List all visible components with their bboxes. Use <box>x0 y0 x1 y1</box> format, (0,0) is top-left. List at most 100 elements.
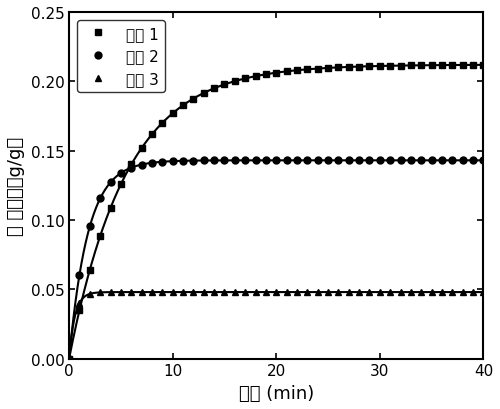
实例 2 <box>242 159 248 164</box>
实例 3 <box>314 290 320 295</box>
实例 2 <box>263 159 269 164</box>
实例 1 <box>314 67 320 72</box>
实例 2 <box>428 158 434 163</box>
实例 1 <box>460 63 466 68</box>
实例 1 <box>190 97 196 102</box>
实例 2 <box>232 159 238 164</box>
实例 1 <box>211 87 217 92</box>
实例 2 <box>170 159 175 164</box>
实例 1 <box>304 68 310 73</box>
实例 1 <box>428 63 434 68</box>
实例 2 <box>336 158 342 163</box>
实例 1 <box>180 103 186 108</box>
Legend: 实例 1, 实例 2, 实例 3: 实例 1, 实例 2, 实例 3 <box>77 20 164 93</box>
实例 3 <box>190 290 196 295</box>
实例 1 <box>408 64 414 69</box>
实例 3 <box>66 356 72 361</box>
实例 2 <box>294 158 300 163</box>
实例 2 <box>470 158 476 163</box>
实例 3 <box>284 290 290 295</box>
实例 1 <box>222 83 228 88</box>
实例 1 <box>97 234 103 239</box>
实例 2 <box>160 160 166 165</box>
实例 2 <box>480 158 486 163</box>
实例 3 <box>304 290 310 295</box>
实例 2 <box>211 159 217 164</box>
实例 3 <box>346 290 352 295</box>
实例 3 <box>470 290 476 295</box>
Line: 实例 2: 实例 2 <box>66 157 487 362</box>
Y-axis label: 水 吸附量（g/g）: 水 吸附量（g/g） <box>7 136 25 235</box>
实例 1 <box>160 121 166 126</box>
实例 3 <box>294 290 300 295</box>
实例 3 <box>263 290 269 295</box>
实例 1 <box>201 91 207 96</box>
实例 1 <box>76 308 82 313</box>
实例 2 <box>97 196 103 201</box>
实例 3 <box>408 290 414 295</box>
实例 3 <box>97 290 103 295</box>
实例 2 <box>346 158 352 163</box>
实例 3 <box>336 290 342 295</box>
实例 3 <box>450 290 456 295</box>
实例 1 <box>274 71 280 76</box>
实例 1 <box>439 63 445 68</box>
实例 1 <box>170 112 175 117</box>
实例 3 <box>398 290 404 295</box>
实例 1 <box>418 64 424 69</box>
实例 2 <box>325 158 331 163</box>
实例 2 <box>87 224 93 229</box>
实例 2 <box>387 158 393 163</box>
实例 2 <box>108 180 114 185</box>
实例 2 <box>138 163 144 168</box>
实例 1 <box>398 64 404 69</box>
实例 3 <box>76 301 82 306</box>
实例 2 <box>450 158 456 163</box>
实例 3 <box>222 290 228 295</box>
实例 1 <box>325 66 331 71</box>
实例 2 <box>118 171 124 176</box>
实例 3 <box>201 290 207 295</box>
实例 3 <box>418 290 424 295</box>
实例 1 <box>284 70 290 74</box>
实例 2 <box>366 158 372 163</box>
实例 3 <box>128 290 134 295</box>
实例 1 <box>336 66 342 71</box>
实例 1 <box>128 163 134 168</box>
实例 3 <box>170 290 175 295</box>
实例 3 <box>252 290 258 295</box>
实例 1 <box>366 65 372 70</box>
实例 3 <box>232 290 238 295</box>
Line: 实例 1: 实例 1 <box>66 62 487 362</box>
实例 2 <box>222 159 228 164</box>
实例 2 <box>149 161 155 166</box>
实例 3 <box>480 290 486 295</box>
实例 2 <box>66 356 72 361</box>
实例 1 <box>356 65 362 70</box>
实例 2 <box>460 158 466 163</box>
实例 1 <box>294 69 300 74</box>
实例 3 <box>242 290 248 295</box>
实例 3 <box>138 290 144 295</box>
实例 1 <box>450 63 456 68</box>
实例 3 <box>356 290 362 295</box>
实例 2 <box>274 158 280 163</box>
实例 3 <box>428 290 434 295</box>
实例 1 <box>263 73 269 78</box>
实例 1 <box>87 267 93 272</box>
实例 1 <box>470 63 476 68</box>
实例 2 <box>201 159 207 164</box>
实例 2 <box>356 158 362 163</box>
实例 3 <box>439 290 445 295</box>
实例 2 <box>252 159 258 164</box>
实例 3 <box>118 290 124 295</box>
实例 2 <box>377 158 383 163</box>
实例 3 <box>325 290 331 295</box>
实例 2 <box>439 158 445 163</box>
实例 1 <box>252 74 258 79</box>
实例 2 <box>408 158 414 163</box>
实例 1 <box>118 182 124 187</box>
实例 3 <box>387 290 393 295</box>
实例 2 <box>76 273 82 278</box>
实例 1 <box>346 65 352 70</box>
